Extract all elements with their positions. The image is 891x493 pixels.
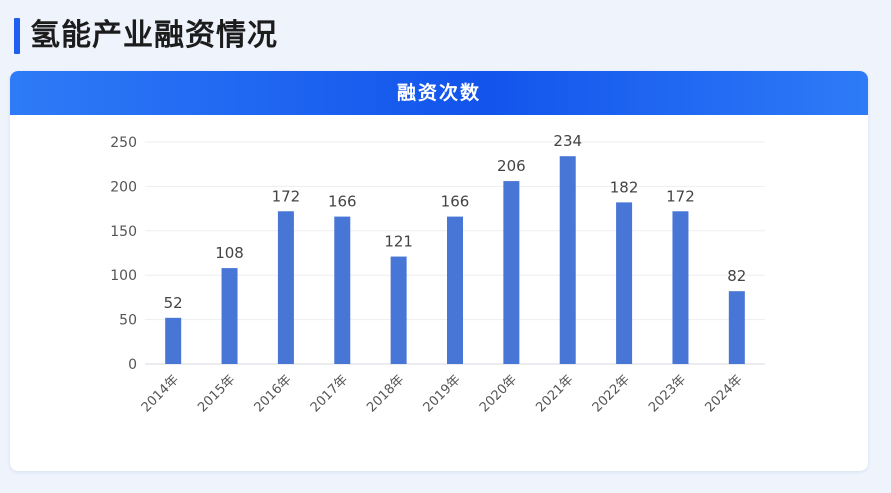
bar bbox=[672, 211, 689, 364]
bar bbox=[559, 156, 576, 364]
data-label: 166 bbox=[441, 193, 470, 211]
bar bbox=[447, 216, 463, 364]
data-label: 172 bbox=[272, 187, 301, 205]
x-tick-label: 2023年 bbox=[646, 372, 689, 415]
chart-card-header: 融资次数 bbox=[10, 71, 868, 115]
bar bbox=[728, 291, 745, 364]
data-label: 166 bbox=[328, 193, 357, 211]
data-label: 234 bbox=[553, 132, 582, 150]
y-tick-label: 50 bbox=[119, 313, 137, 329]
bar bbox=[277, 211, 294, 364]
bar-chart: 0 50 100 150 200 250 52 2014年 108 2015年 172 2016年 16… bbox=[110, 132, 765, 415]
bar bbox=[165, 317, 182, 364]
data-label: 108 bbox=[215, 244, 244, 262]
data-label: 52 bbox=[164, 294, 183, 312]
bar bbox=[503, 181, 520, 364]
x-tick-label: 2016年 bbox=[252, 372, 295, 415]
x-tick-label: 2020年 bbox=[477, 372, 520, 415]
bar bbox=[221, 268, 238, 364]
data-label: 82 bbox=[727, 267, 746, 285]
x-tick-label: 2014年 bbox=[139, 372, 182, 415]
y-tick-label: 250 bbox=[110, 135, 137, 151]
page-title: 氢能产业融资情况 bbox=[30, 18, 278, 53]
bar bbox=[334, 216, 351, 364]
data-label: 121 bbox=[384, 233, 413, 251]
bar bbox=[616, 202, 633, 364]
x-tick-label: 2021年 bbox=[533, 372, 576, 415]
x-tick-label: 2017年 bbox=[308, 372, 351, 415]
title-accent-bar bbox=[14, 18, 20, 54]
chart-card: 融资次数 0 50 100 150 200 250 52 2014年 108 2015年 172 20… bbox=[10, 71, 868, 471]
x-tick-label: 2024年 bbox=[702, 372, 745, 415]
x-tick-label: 2018年 bbox=[364, 372, 407, 415]
y-tick-label: 200 bbox=[110, 179, 137, 195]
x-tick-label: 2022年 bbox=[590, 372, 633, 415]
y-tick-label: 0 bbox=[128, 357, 137, 373]
y-tick-label: 100 bbox=[110, 268, 137, 284]
x-tick-label: 2019年 bbox=[421, 372, 464, 415]
data-label: 206 bbox=[497, 157, 526, 175]
x-tick-label: 2015年 bbox=[195, 372, 238, 415]
data-label: 172 bbox=[666, 187, 695, 205]
data-label: 182 bbox=[610, 178, 639, 196]
y-tick-label: 150 bbox=[110, 224, 137, 240]
bar bbox=[390, 256, 407, 364]
